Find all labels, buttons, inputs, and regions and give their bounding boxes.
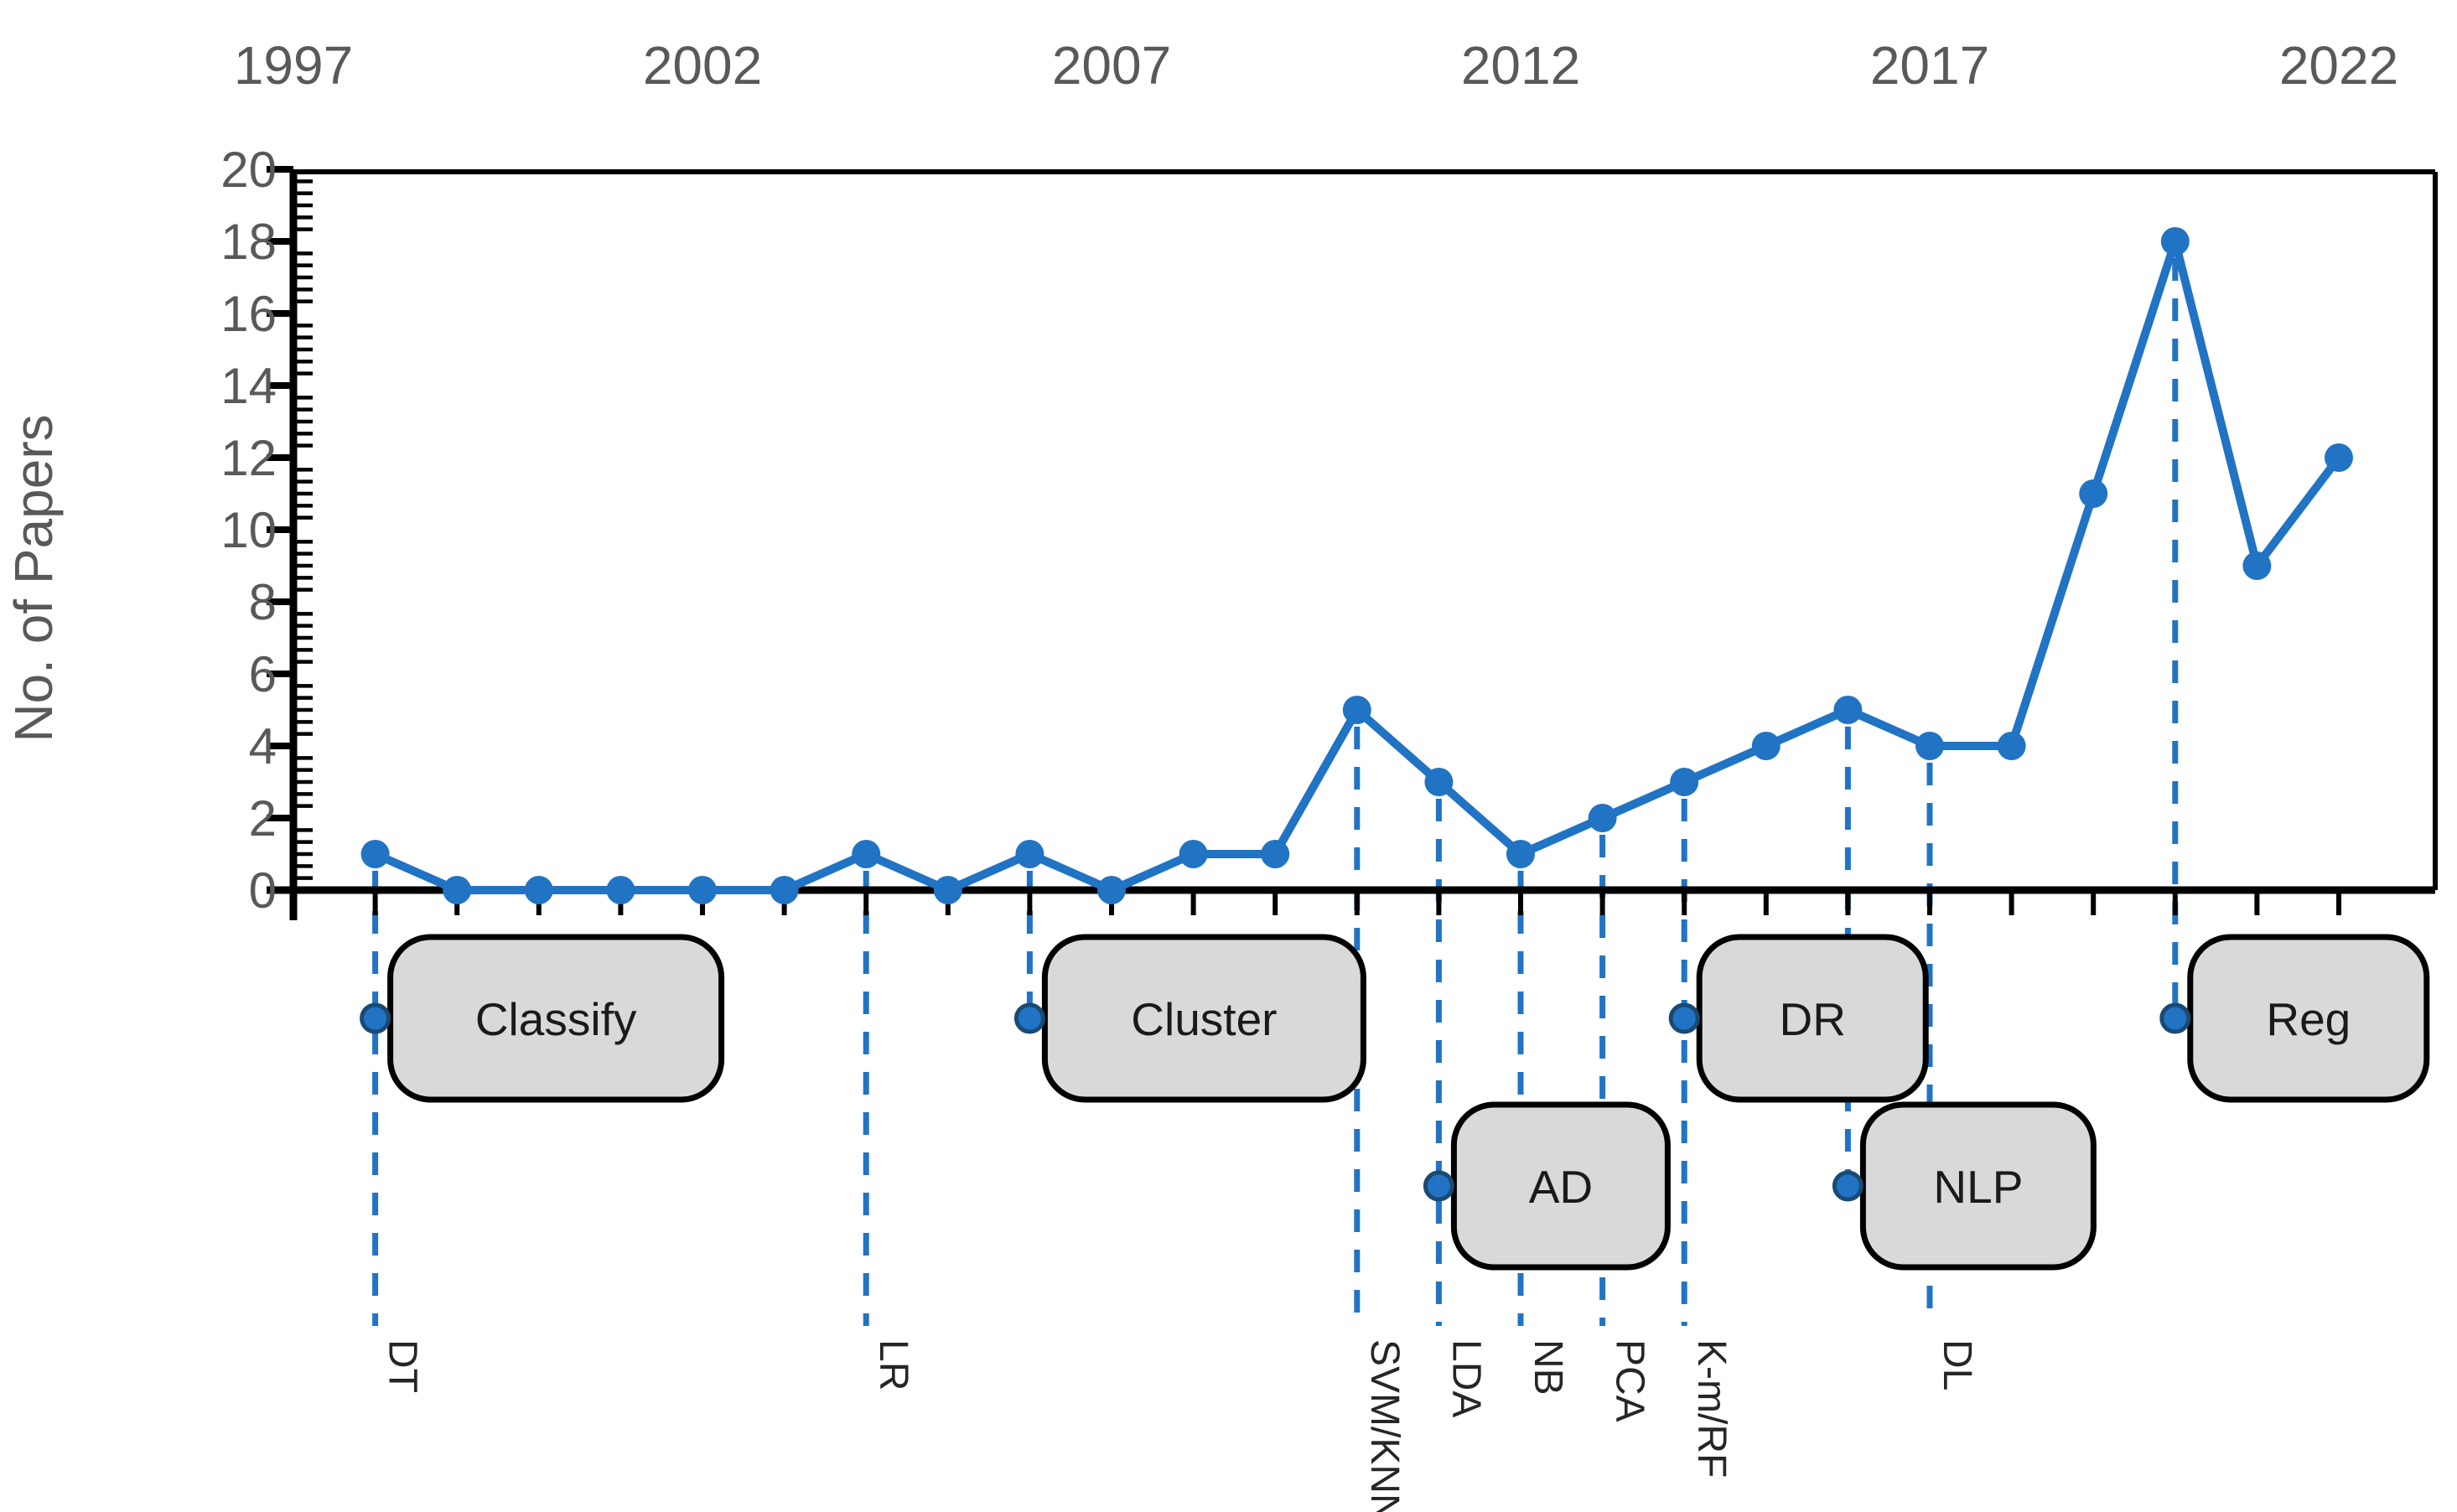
y-axis-title: No. of Papers xyxy=(3,414,64,742)
data-point-2011 xyxy=(1424,768,1454,796)
y-tick-label-20: 20 xyxy=(220,142,277,198)
x-year-label-2022: 2022 xyxy=(2279,35,2398,96)
annotation-box-label-classify: Classify xyxy=(475,993,637,1045)
y-tick-label-8: 8 xyxy=(249,574,277,630)
y-tick-label-2: 2 xyxy=(249,790,277,847)
data-point-2002 xyxy=(688,876,717,904)
data-point-2010 xyxy=(1342,696,1371,724)
data-point-2004 xyxy=(852,840,881,868)
annotation-connector-dot-classify xyxy=(360,1002,391,1034)
data-point-2019 xyxy=(2079,479,2108,508)
bottom-label-nb: NB xyxy=(1526,1339,1570,1395)
data-point-2006 xyxy=(1015,840,1044,868)
x-year-label-2002: 2002 xyxy=(643,35,762,96)
x-year-label-2007: 2007 xyxy=(1052,35,1171,96)
y-tick-label-14: 14 xyxy=(220,358,277,414)
data-point-2012 xyxy=(1506,840,1535,868)
y-tick-label-16: 16 xyxy=(220,286,277,342)
bottom-label-dt: DT xyxy=(381,1339,425,1393)
data-point-2007 xyxy=(1097,876,1126,904)
annotation-box-label-cluster: Cluster xyxy=(1131,993,1277,1045)
bottom-label-svmknn: SVM/KNN xyxy=(1362,1339,1407,1512)
data-point-2018 xyxy=(1997,732,2026,760)
data-point-1998 xyxy=(360,840,390,868)
data-point-2020 xyxy=(2160,227,2190,256)
data-point-2000 xyxy=(524,876,553,904)
annotation-box-label-nlp: NLP xyxy=(1933,1161,2023,1213)
data-point-2017 xyxy=(1915,732,1944,760)
x-year-label-2012: 2012 xyxy=(1461,35,1580,96)
data-point-2015 xyxy=(1751,732,1781,760)
data-point-2009 xyxy=(1261,840,1290,868)
data-point-2008 xyxy=(1179,840,1208,868)
annotation-connector-dot-dr xyxy=(1668,1002,1700,1034)
y-tick-label-18: 18 xyxy=(220,214,277,270)
data-point-2003 xyxy=(770,876,799,904)
data-series-line xyxy=(371,237,2343,894)
bottom-label-kmrf: K-m/RF xyxy=(1689,1339,1734,1478)
annotation-connector-dot-ad xyxy=(1423,1170,1454,1202)
x-year-label-1997: 1997 xyxy=(234,35,353,96)
bottom-label-dl: DL xyxy=(1935,1339,1979,1390)
data-point-2014 xyxy=(1670,768,1699,796)
y-tick-label-10: 10 xyxy=(220,502,277,558)
bottom-label-lda: LDA xyxy=(1444,1339,1488,1417)
x-year-label-2017: 2017 xyxy=(1870,35,1989,96)
data-point-2013 xyxy=(1588,804,1617,832)
data-point-2016 xyxy=(1833,696,1863,724)
annotation-box-label-dr: DR xyxy=(1779,993,1845,1045)
data-point-2021 xyxy=(2242,551,2272,580)
y-tick-label-12: 12 xyxy=(220,430,277,486)
annotation-box-label-reg: Reg xyxy=(2266,993,2351,1045)
y-tick-label-0: 0 xyxy=(249,862,277,919)
bottom-label-lr: LR xyxy=(871,1339,915,1390)
annotation-connector-dot-nlp xyxy=(1832,1170,1863,1202)
annotation-box-label-ad: AD xyxy=(1529,1161,1593,1213)
annotation-connector-dot-reg xyxy=(2159,1002,2191,1034)
data-point-2005 xyxy=(933,876,962,904)
data-point-2022 xyxy=(2325,443,2353,472)
annotation-connector-dot-cluster xyxy=(1013,1002,1045,1034)
bottom-label-pca: PCA xyxy=(1608,1339,1652,1422)
data-point-1999 xyxy=(443,876,472,904)
data-point-2001 xyxy=(606,876,635,904)
y-tick-label-6: 6 xyxy=(249,646,277,702)
y-tick-label-4: 4 xyxy=(249,718,277,774)
